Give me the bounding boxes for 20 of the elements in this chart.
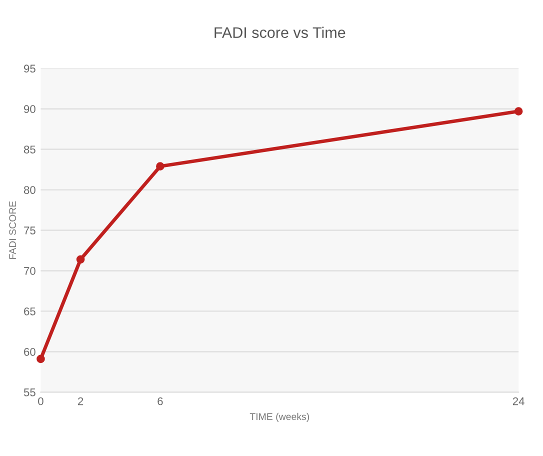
x-tick-label: 6 (158, 397, 163, 406)
y-tick-label: 80 (24, 186, 36, 194)
y-tick-label: 65 (24, 307, 36, 316)
point (76, 255, 85, 264)
point (514, 107, 523, 116)
y-tick-label: 75 (24, 226, 36, 234)
y-tick-label: 55 (24, 388, 36, 396)
x-tick-label: 24 (512, 397, 524, 406)
y-tick-label: 70 (24, 267, 36, 275)
y-tick-label: 60 (24, 348, 36, 356)
y-tick-label: 95 (24, 64, 36, 73)
y-tick-label: 90 (24, 105, 36, 114)
chart-title: FADI score vs Time (214, 26, 346, 38)
x-tick-label: 0 (38, 397, 44, 406)
y-tick-label: 85 (24, 146, 36, 154)
point (36, 354, 45, 364)
x-axis-title: TIME (weeks) (250, 412, 310, 422)
x-tick-label: 2 (78, 397, 84, 406)
point (156, 162, 164, 171)
y-axis-title: FADI SCORE (9, 201, 16, 259)
